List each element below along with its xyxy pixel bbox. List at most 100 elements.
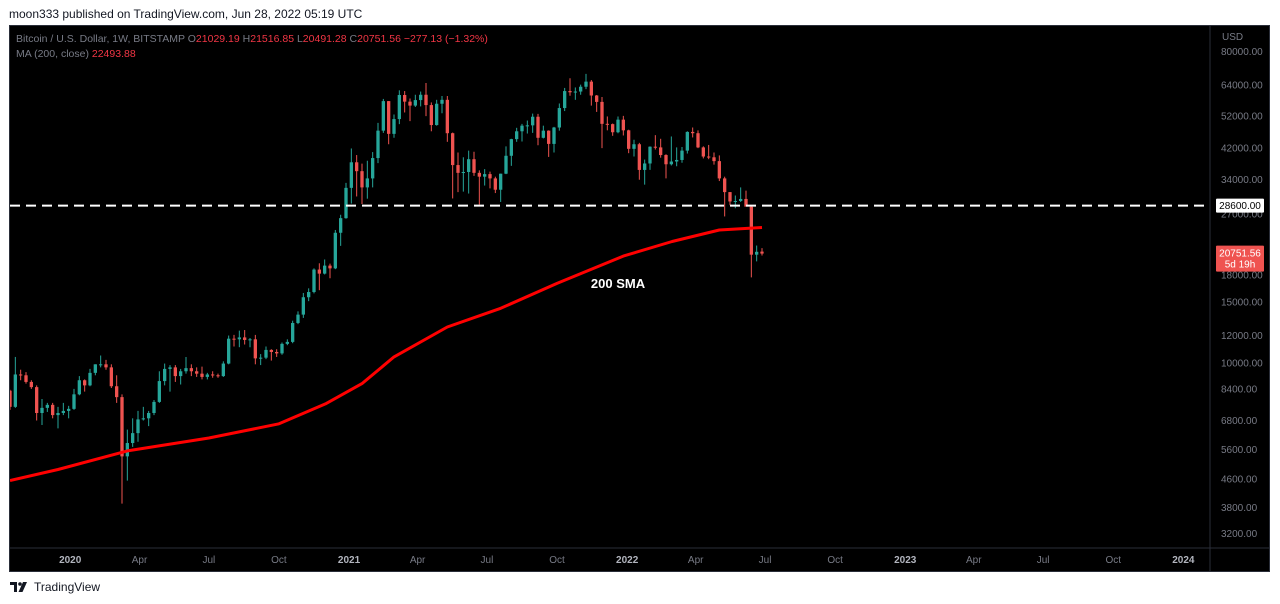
candle: [637, 144, 641, 170]
price-tick-label: 4600.00: [1221, 474, 1258, 485]
candle: [243, 337, 247, 340]
candle: [712, 157, 716, 162]
candle: [408, 101, 412, 106]
candle: [253, 339, 257, 359]
candle: [413, 100, 417, 106]
candle: [120, 397, 124, 457]
candle: [328, 265, 332, 269]
candle: [419, 94, 423, 101]
candle: [56, 412, 60, 416]
chart-legend: Bitcoin / U.S. Dollar, 1W, BITSTAMP O210…: [16, 32, 488, 62]
candle: [10, 390, 12, 407]
candle: [429, 105, 433, 126]
price-tick-label: 42000.00: [1221, 144, 1263, 155]
candle: [525, 125, 529, 127]
candle: [216, 375, 220, 377]
candle: [77, 380, 81, 395]
candle: [632, 144, 636, 149]
candle: [584, 81, 588, 87]
legend-change: −277.13 (−1.32%): [403, 33, 488, 45]
candle: [573, 91, 577, 93]
candle: [88, 372, 92, 386]
candle: [472, 159, 476, 173]
candle: [200, 373, 204, 377]
candle: [520, 125, 524, 132]
candle: [621, 119, 625, 131]
candle: [195, 371, 199, 374]
legend-close-label: C: [349, 33, 358, 45]
candle: [83, 380, 87, 386]
time-tick-label: 2020: [59, 555, 82, 566]
last-price-countdown: 5d 19h: [1225, 260, 1256, 271]
price-chart[interactable]: USD 80000.00 64000.00 52000.00 42000.00 34000…: [10, 26, 1269, 571]
candle: [467, 159, 471, 173]
candle: [675, 159, 679, 162]
time-tick-label: 2024: [1172, 555, 1195, 566]
legend-open-value: 21029.19: [195, 33, 240, 45]
candle: [51, 404, 55, 416]
tradingview-brand[interactable]: TradingView: [34, 580, 101, 594]
candle: [755, 251, 759, 255]
candle: [504, 155, 508, 174]
candle: [701, 147, 705, 157]
candle: [669, 161, 673, 165]
time-tick-label: Jul: [1037, 555, 1050, 566]
candle: [19, 374, 23, 376]
candle: [307, 292, 311, 298]
publication-header: moon333 published on TradingView.com, Ju…: [9, 7, 363, 21]
candle: [344, 187, 348, 219]
candle: [685, 131, 689, 151]
candle: [317, 269, 321, 274]
candle: [323, 265, 327, 274]
candle: [664, 155, 668, 165]
candle: [221, 363, 225, 377]
chart-panel[interactable]: USD 80000.00 64000.00 52000.00 42000.00 34000…: [9, 25, 1270, 572]
candle: [141, 418, 145, 420]
time-tick-label: Apr: [966, 555, 982, 566]
price-tick-label: 27000.00: [1221, 210, 1263, 221]
price-tick-label: 52000.00: [1221, 112, 1263, 123]
candle: [435, 103, 439, 126]
candle: [600, 101, 604, 124]
legend-ma-label[interactable]: MA (200, close): [16, 48, 89, 60]
candle: [35, 387, 39, 413]
tradingview-logo-icon[interactable]: [10, 581, 30, 593]
candle: [456, 165, 460, 173]
candle: [653, 146, 657, 148]
candle: [547, 130, 551, 144]
candle: [440, 99, 444, 104]
candle: [285, 341, 289, 344]
horizontal-level-badge: [1216, 198, 1264, 213]
candle: [643, 163, 647, 170]
candle: [611, 124, 615, 133]
candle: [24, 375, 28, 382]
candle: [579, 86, 583, 92]
price-axis-currency: USD: [1222, 32, 1243, 43]
candle: [424, 94, 428, 106]
candle: [483, 174, 487, 177]
time-tick-label: 2022: [616, 555, 639, 566]
candle: [115, 386, 119, 398]
candle: [589, 81, 593, 96]
candle: [648, 146, 652, 164]
sma-annotation-text: 200 SMA: [591, 276, 646, 291]
footer: TradingView: [10, 580, 100, 594]
candle: [707, 156, 711, 158]
candle: [152, 401, 156, 413]
candle: [189, 368, 193, 372]
candle: [499, 173, 503, 190]
legend-ma-row: MA (200, close) 22493.88: [16, 47, 488, 62]
candle: [131, 433, 135, 444]
candle: [493, 178, 497, 190]
legend-symbol[interactable]: Bitcoin / U.S. Dollar, 1W, BITSTAMP: [16, 33, 185, 45]
time-tick-label: Apr: [410, 555, 426, 566]
candle: [595, 95, 599, 102]
candle: [733, 200, 737, 202]
candle: [605, 123, 609, 125]
candle: [509, 139, 513, 156]
candle: [61, 410, 65, 413]
candle: [360, 171, 364, 188]
time-tick-label: 2021: [338, 555, 361, 566]
candle: [184, 368, 188, 372]
candle: [445, 99, 449, 134]
